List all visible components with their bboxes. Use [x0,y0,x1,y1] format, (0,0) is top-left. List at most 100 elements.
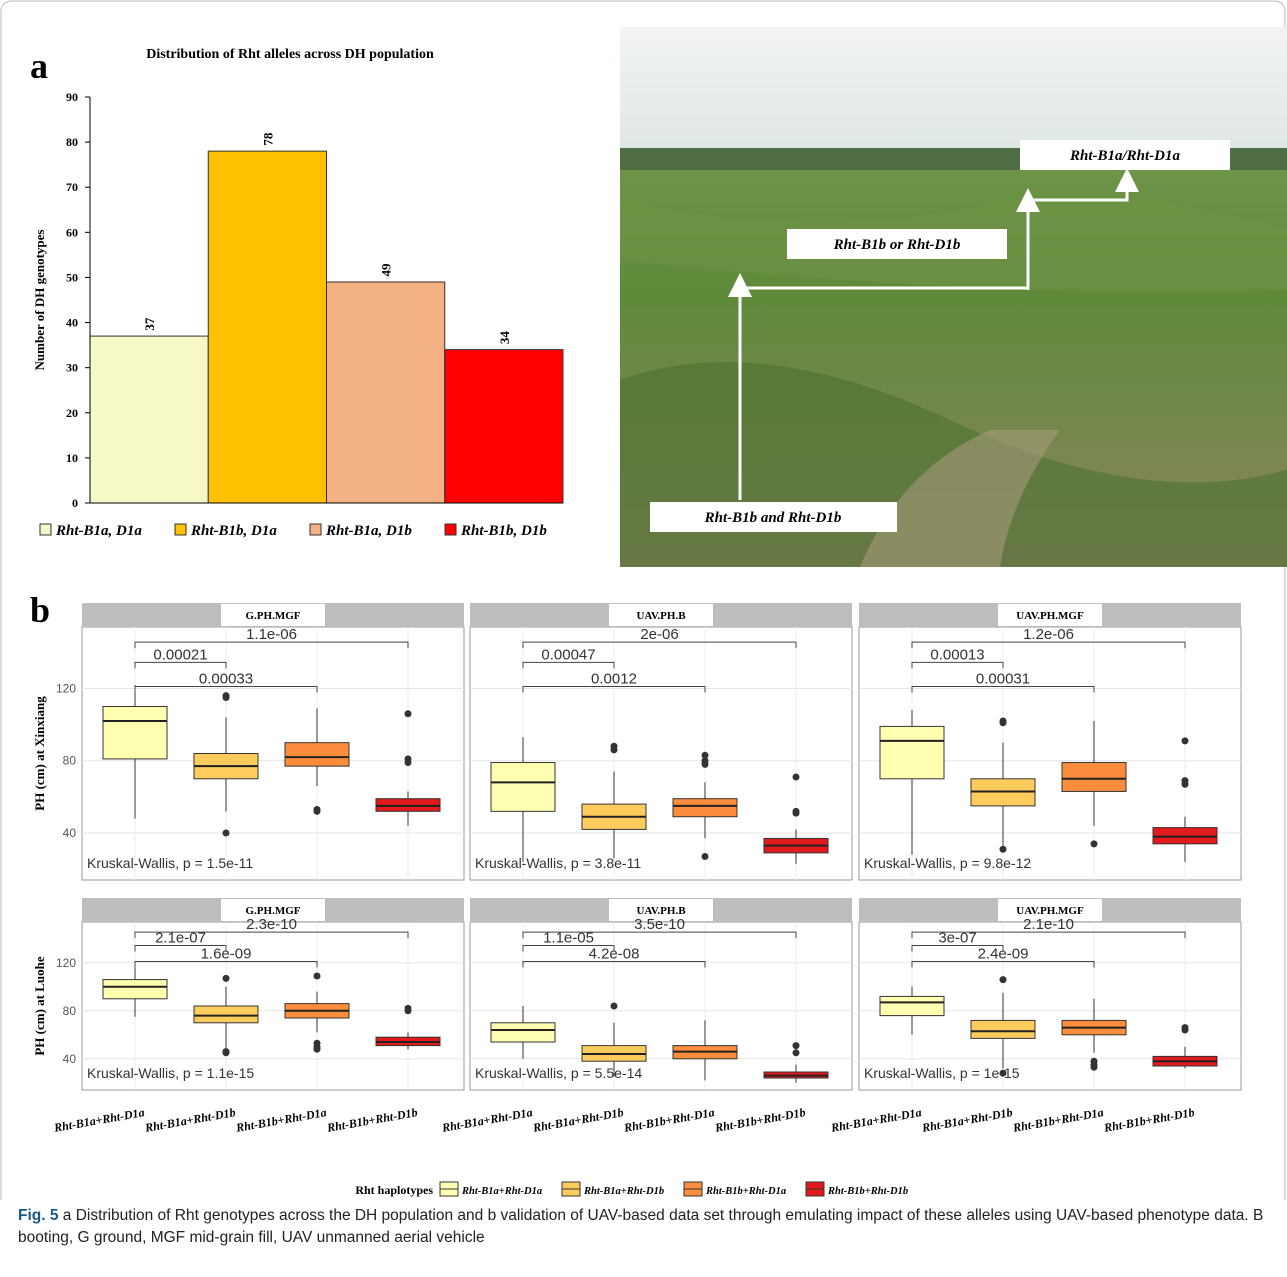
outlier [405,1007,412,1014]
photo-label: Rht-B1b and Rht-D1b [704,510,842,526]
facet: UAV.PH.MGFRht-B1a+Rht-D1aRht-B1a+Rht-D1b… [829,898,1241,1135]
page: a b Rht-B1a/Rht-D1a Rht-B1b or Rht-D1b R… [0,0,1287,1277]
legend-label: Rht-B1b+Rht-D1a [705,1186,786,1197]
box [971,1020,1035,1038]
outlier [223,830,230,837]
y-tick-label: 80 [66,135,78,149]
outlier [223,975,230,982]
legend-label: Rht-B1a+Rht-D1b [583,1186,664,1197]
panel-label: b [30,590,50,630]
p-value: 1.1e-06 [246,626,297,643]
bar [90,336,208,503]
box [1062,763,1126,792]
panel-label: a [30,46,48,86]
box [880,996,944,1015]
y-tick-label: 0 [72,496,78,510]
y-tick-label: 120 [56,681,76,695]
x-tick-label: Rht-B1b+Rht-D1b [713,1105,807,1135]
outlier [1000,719,1007,726]
legend-title: Rht haplotypes [355,1183,433,1197]
p-value: 2.4e-09 [978,945,1029,962]
legend-label: Rht-B1a, D1b [325,523,412,539]
photo: Rht-B1a/Rht-D1a Rht-B1b or Rht-D1b Rht-B… [620,27,1287,567]
test-label: Kruskal-Wallis, p = 1.1e-15 [87,1065,254,1081]
outlier [1000,976,1007,983]
x-tick-label: Rht-B1b+Rht-D1a [234,1105,328,1135]
x-tick-label: Rht-B1a+Rht-D1b [143,1105,237,1135]
facet: G.PH.MGF4080120PH (cm) at LuoheRht-B1a+R… [32,898,464,1135]
box [491,1023,555,1042]
photo-label: Rht-B1b or Rht-D1b [833,237,961,253]
x-tick-label: Rht-B1b+Rht-D1b [325,1105,419,1135]
y-tick-label: 50 [66,270,78,284]
outlier [793,773,800,780]
outlier [793,1042,800,1049]
y-axis-label: PH (cm) at Luohe [32,956,47,1056]
facet: UAV.PH.MGF0.000130.000311.2e-06Kruskal-W… [859,603,1241,880]
outlier [1182,1027,1189,1034]
value-label: 49 [379,263,394,277]
value-label: 78 [260,132,275,146]
facet-title: UAV.PH.B [636,610,686,622]
outlier [223,1048,230,1055]
x-tick-label: Rht-B1a+Rht-D1b [920,1105,1014,1135]
y-tick-label: 10 [66,451,78,465]
outlier [1091,1064,1098,1071]
p-value: 2.1e-10 [1023,916,1074,933]
bar [208,151,326,503]
y-tick-label: 80 [63,754,77,768]
legend-swatch [310,524,321,535]
box [194,1006,258,1023]
p-value: 1.6e-09 [201,945,252,962]
figure: a b Rht-B1a/Rht-D1a Rht-B1b or Rht-D1b R… [0,0,1287,1200]
y-axis-label: Number of DH genotypes [32,230,47,371]
y-tick-label: 70 [66,180,78,194]
p-value: 0.00031 [976,670,1030,687]
box [285,743,349,766]
legend-label: Rht-B1b+Rht-D1b [827,1186,908,1197]
facet: UAV.PH.B0.000470.00122e-06Kruskal-Wallis… [470,603,852,880]
p-value: 4.2e-08 [589,945,640,962]
outlier [314,1046,321,1053]
legend-label: Rht-B1a+Rht-D1a [461,1186,542,1197]
outlier [702,761,709,768]
bar [327,282,445,503]
outlier [1000,846,1007,853]
caption: Fig. 5 a Distribution of Rht genotypes a… [18,1205,1273,1249]
outlier [1091,840,1098,847]
x-tick-label: Rht-B1a+Rht-D1b [531,1105,625,1135]
p-value: 2.3e-10 [246,916,297,933]
box [103,707,167,759]
p-value: 0.00033 [199,670,253,687]
p-value: 2e-06 [640,626,678,643]
y-tick-label: 30 [66,361,78,375]
legend-label: Rht-B1a, D1a [55,523,142,539]
y-tick-label: 40 [63,1052,77,1066]
p-value: 0.0012 [591,670,637,687]
facet-title: G.PH.MGF [246,610,301,622]
caption-label: Fig. 5 [18,1207,58,1224]
y-tick-label: 40 [66,316,78,330]
box [673,799,737,817]
legend-label: Rht-B1b, D1a [190,523,277,539]
chart-title: Distribution of Rht alleles across DH po… [146,47,434,62]
x-tick-label: Rht-B1a+Rht-D1a [52,1105,146,1135]
y-tick-label: 90 [66,90,78,104]
facet: UAV.PH.BRht-B1a+Rht-D1aRht-B1a+Rht-D1bRh… [440,898,852,1135]
outlier [314,808,321,815]
outlier [611,1003,618,1010]
outlier [793,1049,800,1056]
value-label: 34 [497,331,512,345]
bar [445,350,563,503]
legend-label: Rht-B1b, D1b [460,523,547,539]
x-tick-label: Rht-B1b+Rht-D1a [622,1105,716,1135]
box [491,763,555,812]
test-label: Kruskal-Wallis, p = 1.5e-11 [87,855,253,871]
facet-title: UAV.PH.MGF [1016,610,1084,622]
p-value: 1.2e-06 [1023,626,1074,643]
x-tick-label: Rht-B1a+Rht-D1a [829,1105,923,1135]
outlier [405,710,412,717]
outlier [702,853,709,860]
outlier [1182,781,1189,788]
